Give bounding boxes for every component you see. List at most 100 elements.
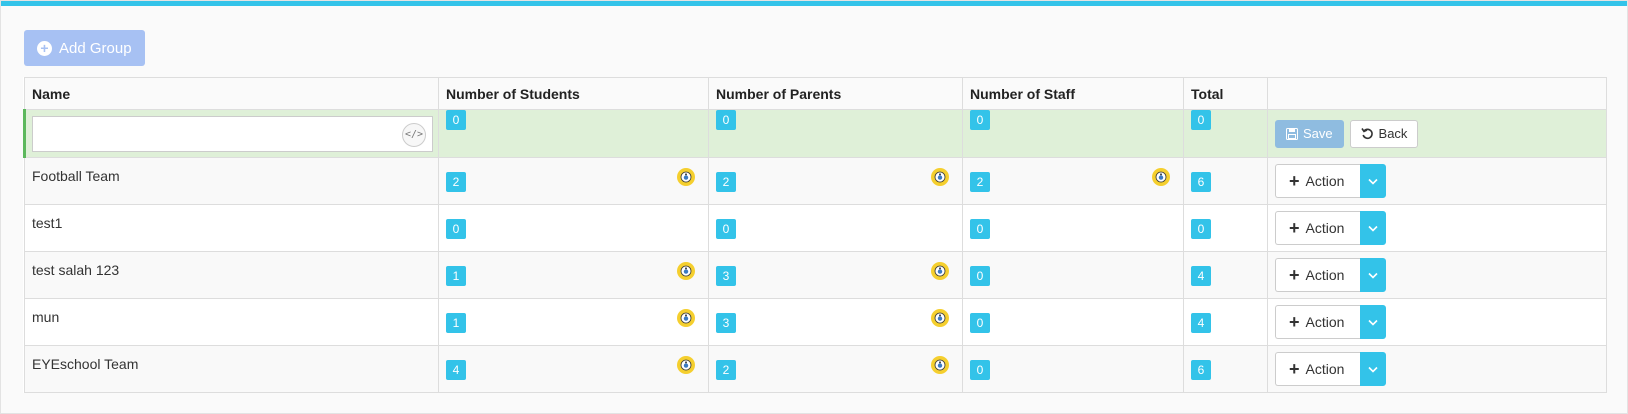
action-dropdown: + Action — [1275, 211, 1386, 245]
save-button[interactable]: Save — [1275, 119, 1344, 148]
action-dropdown: + Action — [1275, 258, 1386, 292]
total-count-badge: 4 — [1191, 313, 1211, 333]
eye-icon[interactable] — [677, 262, 695, 280]
group-name-input[interactable] — [37, 116, 401, 151]
back-button[interactable]: Back — [1349, 119, 1419, 148]
header-staff[interactable]: Number of Staff — [962, 77, 1184, 110]
staff-count-badge: 2 — [970, 172, 990, 192]
chevron-down-icon[interactable] — [1360, 211, 1386, 245]
header-actions — [1267, 77, 1607, 110]
action-button[interactable]: + Action — [1275, 164, 1360, 198]
action-button[interactable]: + Action — [1275, 258, 1360, 292]
row-actions-cell: + Action — [1267, 204, 1607, 252]
code-icon[interactable]: </> — [402, 122, 426, 147]
staff-count-badge: 0 — [970, 219, 990, 239]
group-name[interactable]: EYEschool Team — [32, 356, 139, 372]
header-students[interactable]: Number of Students — [438, 77, 709, 110]
new-row-actions-cell: Save Back — [1267, 109, 1607, 158]
total-count-badge: 6 — [1191, 360, 1211, 380]
parents-count-badge: 2 — [716, 360, 736, 380]
add-group-button[interactable]: + Add Group — [24, 30, 145, 66]
parents-count-badge: 3 — [716, 313, 736, 333]
students-count-badge: 0 — [446, 110, 466, 130]
eye-icon[interactable] — [931, 309, 949, 327]
header-total[interactable]: Total — [1183, 77, 1268, 110]
students-count-badge: 4 — [446, 360, 466, 380]
group-name-cell: mun — [24, 298, 439, 346]
total-count-badge: 0 — [1191, 219, 1211, 239]
group-name-cell: EYEschool Team — [24, 345, 439, 393]
staff-count-badge: 0 — [970, 313, 990, 333]
eye-icon[interactable] — [677, 309, 695, 327]
floppy-disk-icon — [1286, 127, 1298, 140]
students-cell: 0 — [438, 204, 709, 252]
undo-icon — [1360, 128, 1373, 140]
add-group-label: Add Group — [59, 39, 132, 57]
parents-cell: 0 — [708, 204, 963, 252]
new-group-name-cell: </> — [23, 109, 439, 158]
eye-icon[interactable] — [931, 356, 949, 374]
parents-count-badge: 0 — [716, 219, 736, 239]
group-name[interactable]: mun — [32, 309, 60, 325]
header-parents[interactable]: Number of Parents — [708, 77, 963, 110]
parents-count-badge: 0 — [716, 110, 736, 130]
group-name[interactable]: Football Team — [32, 168, 120, 184]
table-row: EYEschool Team 4 2 0 6 + Action — [24, 345, 1607, 393]
group-name-cell: test1 — [24, 204, 439, 252]
groups-table: Name Number of Students Number of Parent… — [23, 77, 1607, 393]
action-label: Action — [1305, 314, 1345, 330]
table-row: Football Team 2 2 2 6 + Action — [24, 157, 1607, 205]
students-cell: 1 — [438, 298, 709, 346]
staff-count-badge: 0 — [970, 266, 990, 286]
action-label: Action — [1305, 361, 1345, 377]
eye-icon[interactable] — [931, 168, 949, 186]
plus-icon: + — [1289, 265, 1300, 285]
staff-count-badge: 0 — [970, 110, 990, 130]
table-header-row: Name Number of Students Number of Parent… — [24, 77, 1607, 110]
students-cell: 2 — [438, 157, 709, 205]
total-count-badge: 6 — [1191, 172, 1211, 192]
staff-cell: 0 — [962, 204, 1184, 252]
chevron-down-icon[interactable] — [1360, 164, 1386, 198]
total-cell: 6 — [1183, 157, 1268, 205]
parents-cell: 3 — [708, 298, 963, 346]
group-name[interactable]: test1 — [32, 215, 63, 231]
plus-icon: + — [1289, 359, 1300, 379]
action-button[interactable]: + Action — [1275, 352, 1360, 386]
eye-icon[interactable] — [677, 168, 695, 186]
parents-cell: 3 — [708, 251, 963, 299]
new-group-row: </> 0 0 0 0 Save Back — [23, 109, 1607, 158]
students-cell: 4 — [438, 345, 709, 393]
new-students-cell: 0 — [438, 109, 709, 158]
group-name-cell: test salah 123 — [24, 251, 439, 299]
group-name-cell: Football Team — [24, 157, 439, 205]
chevron-down-icon[interactable] — [1360, 352, 1386, 386]
save-label: Save — [1303, 126, 1333, 141]
table-row: mun 1 3 0 4 + Action — [24, 298, 1607, 346]
eye-icon[interactable] — [677, 356, 695, 374]
group-name[interactable]: test salah 123 — [32, 262, 120, 278]
chevron-down-icon[interactable] — [1360, 258, 1386, 292]
plus-icon: + — [1289, 218, 1300, 238]
staff-count-badge: 0 — [970, 360, 990, 380]
new-parents-cell: 0 — [708, 109, 963, 158]
action-button[interactable]: + Action — [1275, 305, 1360, 339]
action-dropdown: + Action — [1275, 352, 1386, 386]
action-button[interactable]: + Action — [1275, 211, 1360, 245]
header-name[interactable]: Name — [24, 77, 439, 110]
name-input-wrapper: </> — [32, 115, 433, 152]
back-label: Back — [1378, 126, 1408, 141]
chevron-down-icon[interactable] — [1360, 305, 1386, 339]
staff-cell: 0 — [962, 251, 1184, 299]
staff-cell: 0 — [962, 298, 1184, 346]
top-accent-bar — [1, 1, 1627, 6]
eye-icon[interactable] — [1152, 168, 1170, 186]
new-staff-cell: 0 — [962, 109, 1184, 158]
staff-cell: 0 — [962, 345, 1184, 393]
total-cell: 0 — [1183, 204, 1268, 252]
plus-circle-icon: + — [37, 40, 52, 56]
eye-icon[interactable] — [931, 262, 949, 280]
total-count-badge: 4 — [1191, 266, 1211, 286]
action-dropdown: + Action — [1275, 164, 1386, 198]
